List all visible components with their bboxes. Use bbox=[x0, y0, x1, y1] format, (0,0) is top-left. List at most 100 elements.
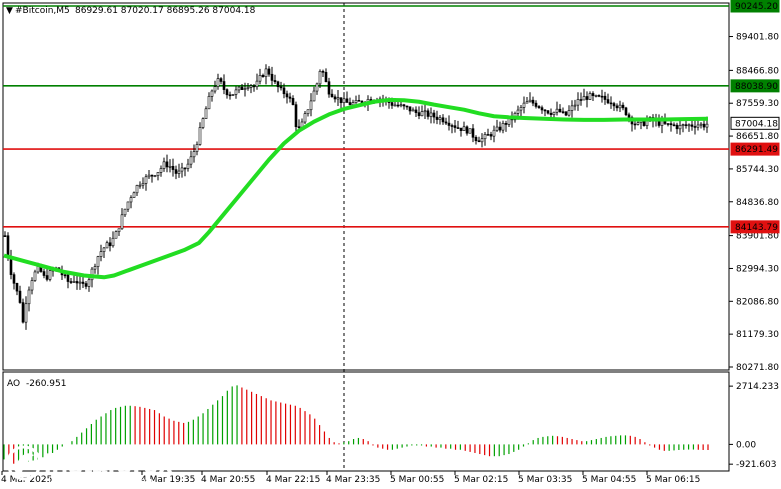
candle-body bbox=[48, 270, 52, 280]
candle-body bbox=[42, 271, 46, 276]
candle-body bbox=[408, 106, 412, 112]
candle-body bbox=[204, 108, 208, 119]
candle-body bbox=[537, 106, 541, 108]
ao-axis: 2714.233 0.00 -921.603 bbox=[729, 382, 779, 470]
candle-body bbox=[459, 127, 463, 131]
logo-tagline: Instant Forex Trading bbox=[48, 476, 152, 488]
price-tick-label: 87559.30 bbox=[736, 99, 779, 109]
candle-body bbox=[63, 274, 67, 277]
candle-body bbox=[444, 121, 448, 124]
candle-body bbox=[165, 161, 169, 168]
candle-body bbox=[216, 78, 220, 87]
candle-body bbox=[96, 256, 100, 267]
candle-body bbox=[162, 161, 166, 169]
candle-body bbox=[498, 126, 502, 131]
candle-body bbox=[81, 281, 85, 284]
candle-body bbox=[483, 134, 487, 140]
candle-body bbox=[171, 166, 175, 170]
candle-body bbox=[600, 95, 604, 98]
price-label-box bbox=[730, 79, 780, 93]
candle-body bbox=[660, 120, 664, 126]
candle-body bbox=[684, 124, 688, 126]
candle-body bbox=[591, 93, 595, 96]
ao-panel-frame bbox=[2, 371, 730, 472]
candle-body bbox=[570, 105, 574, 111]
candle-body bbox=[357, 100, 361, 102]
candle-body bbox=[588, 93, 592, 100]
candle-body bbox=[138, 184, 142, 187]
candle-body bbox=[291, 98, 295, 105]
candle-body bbox=[345, 98, 349, 103]
candle-body bbox=[564, 111, 568, 116]
candle-body bbox=[249, 85, 253, 88]
candle-body bbox=[567, 110, 571, 116]
candle-body bbox=[99, 251, 103, 257]
time-tick-label: 4 Mar 22:15 bbox=[266, 475, 320, 485]
time-tick-label: 5 Mar 02:15 bbox=[454, 475, 508, 485]
candle-body bbox=[141, 183, 145, 186]
time-tick-label: 5 Mar 00:55 bbox=[390, 475, 444, 485]
candle-body bbox=[621, 104, 625, 109]
candle-body bbox=[24, 303, 28, 323]
candle-body bbox=[447, 122, 451, 126]
candle-body bbox=[105, 242, 109, 249]
candle-body bbox=[669, 123, 673, 126]
candle-body bbox=[516, 109, 520, 114]
price-tick-label: 86651.80 bbox=[736, 132, 779, 142]
candle-body bbox=[468, 128, 472, 134]
candle-body bbox=[279, 86, 283, 89]
candle-body bbox=[288, 96, 292, 99]
candle-body bbox=[255, 80, 259, 88]
candle-body bbox=[696, 124, 700, 128]
logo-wordmark: instaforex bbox=[44, 449, 173, 479]
candle-body bbox=[174, 169, 178, 174]
candle-body bbox=[495, 126, 499, 131]
candle-body bbox=[576, 99, 580, 106]
header-symbol: #Bitcoin,M5 bbox=[15, 6, 70, 16]
ma-line bbox=[3, 97, 709, 280]
candle-body bbox=[195, 144, 199, 152]
candle-body bbox=[474, 137, 478, 142]
instaforex-logo: instaforex Instant Forex Trading bbox=[6, 445, 173, 488]
candle-body bbox=[108, 242, 112, 247]
price-tick-label: 81179.30 bbox=[736, 330, 779, 340]
candle-body bbox=[405, 105, 409, 108]
candle-body bbox=[579, 99, 583, 101]
candle-body bbox=[336, 97, 340, 100]
candle-body bbox=[321, 71, 325, 73]
candle-body bbox=[303, 113, 307, 123]
time-tick-label: 5 Mar 04:55 bbox=[582, 475, 636, 485]
candle-body bbox=[441, 117, 445, 123]
candle-body bbox=[84, 283, 88, 287]
candle-body bbox=[27, 289, 31, 305]
candle-body bbox=[297, 126, 301, 129]
candle-body bbox=[453, 125, 457, 128]
candle-body bbox=[480, 138, 484, 143]
price-tick-label: 89401.80 bbox=[736, 33, 779, 43]
candle-body bbox=[6, 235, 10, 258]
candle-body bbox=[285, 93, 289, 98]
candle-body bbox=[558, 108, 562, 112]
candle-body bbox=[246, 87, 250, 89]
candle-body bbox=[339, 97, 343, 104]
horizontal-levels bbox=[3, 5, 729, 228]
candle-body bbox=[231, 94, 235, 96]
candle-body bbox=[201, 118, 205, 128]
candle-body bbox=[183, 167, 187, 170]
candle-body bbox=[309, 100, 313, 111]
header-arrow-icon: ▼ bbox=[6, 6, 13, 16]
candle-body bbox=[609, 102, 613, 105]
time-tick-label: 5 Mar 06:15 bbox=[646, 475, 700, 485]
candle-body bbox=[636, 122, 640, 125]
candle-body bbox=[603, 95, 607, 100]
ao-tick-label: 2714.233 bbox=[736, 382, 779, 392]
candle-body bbox=[618, 104, 622, 109]
candle-body bbox=[597, 95, 601, 97]
candle-body bbox=[462, 126, 466, 131]
price-tick-label: 88466.80 bbox=[736, 66, 779, 76]
candle-body bbox=[261, 75, 265, 77]
price-labels: 90245.20 88038.90 87004.18 86291.49 84143.79 bbox=[730, 0, 780, 234]
candle-body bbox=[294, 104, 298, 128]
candle-body bbox=[159, 168, 163, 173]
